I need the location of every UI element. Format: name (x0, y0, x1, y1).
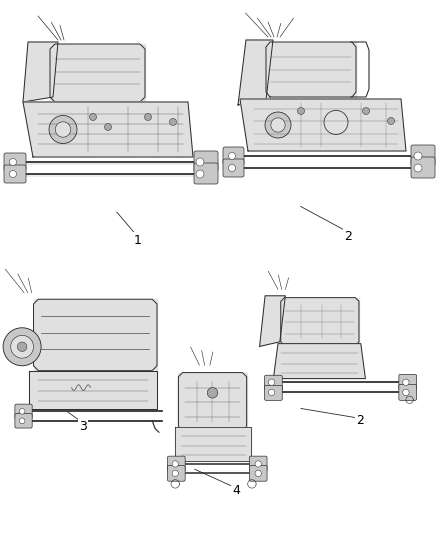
Circle shape (363, 108, 370, 115)
Polygon shape (260, 296, 286, 346)
Circle shape (10, 158, 17, 166)
Polygon shape (281, 297, 359, 345)
FancyBboxPatch shape (411, 157, 435, 178)
Circle shape (170, 118, 177, 125)
Polygon shape (23, 102, 193, 157)
Circle shape (172, 470, 178, 477)
Circle shape (89, 114, 96, 120)
FancyBboxPatch shape (4, 153, 26, 171)
Circle shape (196, 170, 204, 178)
Circle shape (229, 152, 236, 159)
Circle shape (49, 116, 77, 143)
Circle shape (10, 171, 17, 177)
FancyBboxPatch shape (167, 466, 185, 481)
FancyBboxPatch shape (399, 384, 417, 400)
FancyBboxPatch shape (411, 145, 435, 166)
Circle shape (229, 165, 236, 172)
Circle shape (271, 118, 285, 132)
FancyBboxPatch shape (167, 456, 185, 472)
Circle shape (403, 389, 409, 395)
Polygon shape (175, 427, 251, 461)
Circle shape (18, 342, 27, 351)
Circle shape (145, 114, 152, 120)
Polygon shape (238, 40, 273, 105)
Text: 3: 3 (79, 419, 87, 432)
FancyBboxPatch shape (223, 159, 244, 177)
Polygon shape (178, 373, 247, 430)
Polygon shape (33, 299, 157, 370)
FancyBboxPatch shape (249, 466, 267, 481)
Circle shape (11, 335, 33, 358)
FancyBboxPatch shape (15, 414, 32, 428)
FancyBboxPatch shape (194, 163, 218, 184)
FancyBboxPatch shape (194, 151, 218, 172)
Circle shape (105, 124, 112, 131)
Polygon shape (266, 42, 356, 97)
Circle shape (268, 389, 275, 395)
Text: 2: 2 (356, 415, 364, 427)
Circle shape (414, 152, 422, 160)
Polygon shape (50, 44, 145, 102)
Circle shape (268, 379, 275, 385)
FancyBboxPatch shape (223, 147, 244, 165)
Text: 1: 1 (134, 233, 142, 246)
Polygon shape (240, 99, 406, 151)
FancyBboxPatch shape (15, 404, 32, 418)
Circle shape (3, 328, 41, 366)
Circle shape (297, 108, 304, 115)
FancyBboxPatch shape (265, 375, 282, 390)
Circle shape (403, 379, 409, 385)
Circle shape (196, 158, 204, 166)
Text: 4: 4 (232, 484, 240, 497)
Circle shape (388, 117, 395, 125)
Polygon shape (29, 370, 157, 408)
FancyBboxPatch shape (399, 374, 417, 390)
Circle shape (172, 461, 178, 467)
Circle shape (55, 122, 71, 137)
Circle shape (207, 387, 218, 398)
FancyBboxPatch shape (265, 385, 282, 400)
Text: 2: 2 (344, 230, 352, 243)
Circle shape (265, 112, 291, 138)
FancyBboxPatch shape (249, 456, 267, 472)
FancyBboxPatch shape (4, 165, 26, 183)
Circle shape (414, 164, 422, 172)
Polygon shape (273, 344, 365, 378)
Circle shape (255, 470, 261, 477)
Circle shape (19, 408, 25, 414)
Polygon shape (23, 42, 58, 102)
Circle shape (19, 418, 25, 424)
Circle shape (255, 461, 261, 467)
